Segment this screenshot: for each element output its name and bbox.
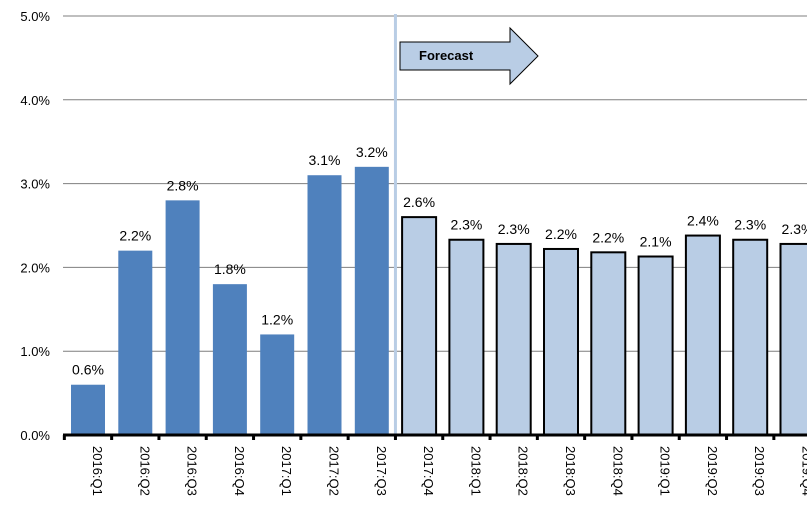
x-category-label: 2017:Q4	[421, 446, 436, 496]
data-label: 2.4%	[687, 213, 719, 229]
y-tick-label: 4.0%	[20, 93, 50, 108]
data-label: 2.2%	[119, 228, 151, 244]
actual-bar	[165, 200, 200, 435]
forecast-bar	[495, 242, 532, 436]
actual-bar	[260, 334, 295, 435]
data-label: 2.2%	[545, 226, 577, 242]
x-category-label: 2017:Q2	[327, 446, 342, 496]
x-category-label: 2019:Q4	[800, 446, 807, 496]
x-category-label: 2016:Q3	[185, 446, 200, 496]
forecast-bar	[637, 255, 674, 437]
data-label: 3.1%	[309, 152, 341, 168]
forecast-bar	[684, 234, 721, 436]
data-labels: 0.6% 2.2% 2.8% 1.8% 1.2% 3.1% 3.2% 2.6% 2.3% 2.3%…	[72, 144, 807, 378]
x-category-label: 2016:Q2	[137, 446, 152, 496]
x-category-label: 2019:Q2	[705, 446, 720, 496]
x-axis-labels: 2016:Q1 2016:Q2 2016:Q3 2016:Q4 2017:Q1 2017:…	[90, 446, 807, 496]
y-tick-label: 1.0%	[20, 344, 50, 359]
forecast-bar	[401, 216, 438, 436]
y-tick-label: 5.0%	[20, 9, 50, 24]
forecast-label: Forecast	[419, 48, 474, 63]
data-label: 2.3%	[734, 217, 766, 233]
actual-bar	[118, 250, 153, 435]
data-label: 2.8%	[167, 177, 199, 193]
x-category-label: 2016:Q4	[232, 446, 247, 496]
x-axis-tick-marks	[62, 435, 776, 440]
x-category-label: 2018:Q3	[563, 446, 578, 496]
x-category-label: 2017:Q3	[374, 446, 389, 496]
forecast-bar	[543, 247, 579, 436]
x-category-label: 2019:Q1	[658, 446, 673, 496]
forecast-bar	[590, 251, 627, 436]
data-label: 2.3%	[498, 221, 530, 237]
data-label: 2.3%	[450, 217, 482, 233]
data-label: 0.6%	[72, 362, 104, 378]
data-label: 2.1%	[640, 234, 672, 250]
x-category-label: 2018:Q2	[516, 446, 531, 496]
actual-bar	[71, 384, 105, 435]
y-tick-label: 0.0%	[20, 428, 50, 443]
forecast-bar	[779, 242, 807, 436]
x-category-label: 2017:Q1	[279, 446, 294, 496]
data-label: 3.2%	[356, 144, 388, 160]
x-category-label: 2016:Q1	[90, 446, 105, 496]
data-label: 2.3%	[782, 221, 807, 237]
data-label: 2.6%	[403, 194, 435, 210]
actual-bar	[212, 284, 247, 435]
y-tick-label: 2.0%	[20, 260, 50, 275]
y-tick-label: 3.0%	[20, 177, 50, 192]
x-category-label: 2018:Q1	[468, 446, 483, 496]
bars	[71, 166, 807, 437]
x-category-label: 2018:Q4	[610, 446, 625, 496]
data-label: 1.8%	[214, 261, 246, 277]
forecast-arrow: Forecast	[399, 26, 539, 86]
actual-bar	[354, 166, 389, 435]
x-category-label: 2019:Q3	[752, 446, 767, 496]
y-axis-ticks: 0.0% 1.0% 2.0% 3.0% 4.0% 5.0%	[20, 9, 50, 443]
forecast-bar	[448, 238, 485, 436]
forecast-arrow-shape	[399, 26, 539, 86]
actual-bar	[307, 175, 342, 435]
data-label: 1.2%	[261, 311, 293, 327]
forecast-bar	[732, 238, 769, 436]
data-label: 2.2%	[592, 229, 624, 245]
